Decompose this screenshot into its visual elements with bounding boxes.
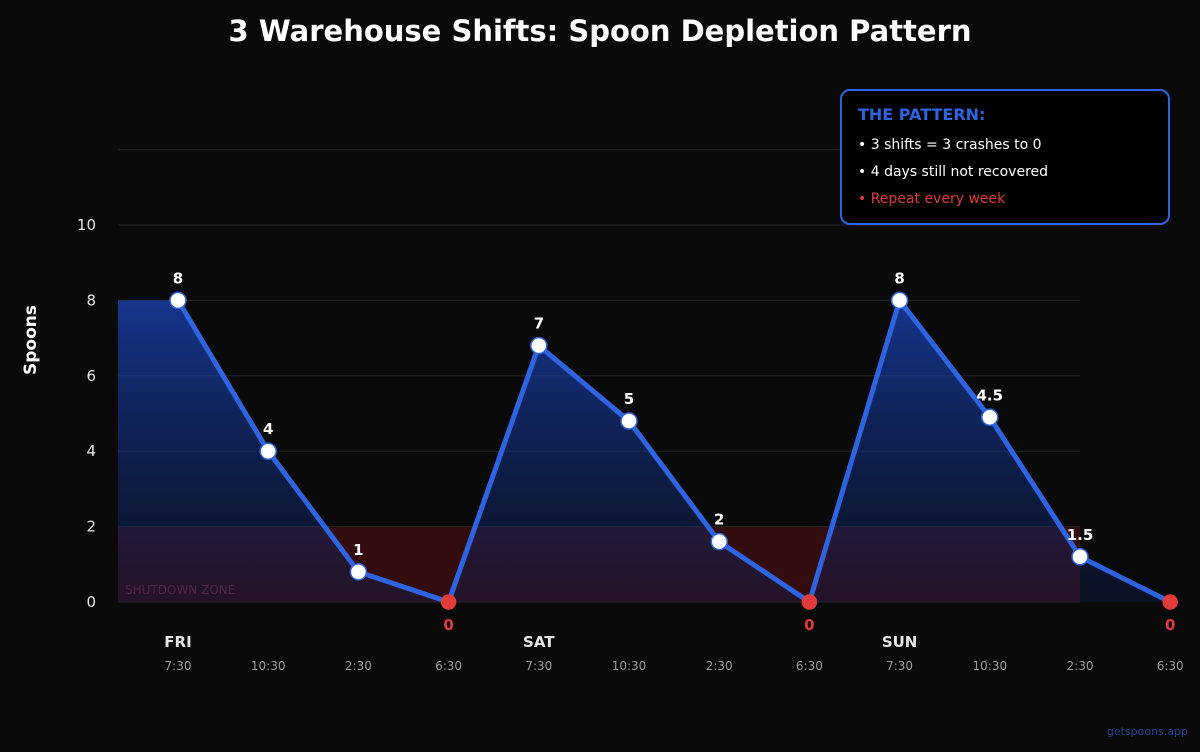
series-area	[118, 300, 1171, 602]
x-tick-label: 10:30	[612, 659, 647, 673]
data-point	[169, 291, 187, 310]
data-point	[710, 532, 728, 551]
data-label: 4	[263, 420, 273, 438]
data-label: 1.5	[1067, 526, 1094, 544]
data-label: 0	[443, 616, 453, 634]
data-point	[1071, 548, 1089, 566]
data-label: 2	[714, 511, 724, 529]
x-tick-label: 2:30	[1067, 659, 1094, 673]
data-label: 8	[894, 269, 904, 287]
data-label: 1	[353, 541, 363, 559]
data-point	[890, 291, 909, 310]
data-label: 5	[624, 390, 634, 408]
x-tick-label: 7:30	[886, 659, 913, 673]
data-label: 0	[1165, 616, 1175, 634]
chart-title: 3 Warehouse Shifts: Spoon Depletion Patt…	[228, 14, 972, 48]
y-tick-label: 2	[86, 518, 96, 536]
y-tick-label: 10	[77, 216, 96, 234]
x-tick-label: 10:30	[973, 659, 1008, 673]
x-tick-label: 6:30	[1157, 659, 1184, 673]
day-label: SAT	[523, 633, 555, 651]
y-tick-label: 0	[86, 593, 96, 611]
x-tick-label: 10:30	[251, 659, 286, 673]
x-tick-label: 6:30	[796, 659, 823, 673]
x-tick-label: 6:30	[435, 659, 462, 673]
data-label: 7	[534, 315, 544, 333]
legend-item: • 4 days still not recovered	[858, 164, 1049, 180]
day-label: SUN	[882, 633, 918, 651]
y-tick-label: 4	[86, 442, 96, 460]
legend-item-warning: • Repeat every week	[858, 191, 1006, 207]
data-point-zero	[440, 594, 457, 610]
data-point	[259, 442, 277, 460]
watermark: getspoons.app	[1106, 725, 1188, 738]
legend-item: • 3 shifts = 3 crashes to 0	[858, 137, 1042, 153]
data-point	[530, 336, 548, 355]
x-tick-label: 7:30	[165, 659, 192, 673]
data-point	[349, 563, 368, 581]
y-tick-label: 6	[86, 367, 96, 385]
series-line	[175, 297, 1173, 605]
data-point	[620, 412, 638, 430]
data-point-zero	[1162, 594, 1178, 610]
x-tick-label: 2:30	[706, 659, 733, 673]
day-label: FRI	[164, 633, 191, 651]
pattern-legend: THE PATTERN: • 3 shifts = 3 crashes to 0…	[840, 89, 1170, 225]
legend-heading: THE PATTERN:	[858, 105, 986, 124]
x-tick-label: 7:30	[525, 659, 552, 673]
y-tick-label: 8	[86, 291, 96, 309]
data-label: 8	[173, 269, 183, 287]
data-label: 4.5	[977, 386, 1004, 404]
data-point	[981, 408, 999, 427]
data-label: 0	[804, 616, 814, 634]
data-point-zero	[801, 594, 818, 610]
x-tick-label: 2:30	[345, 659, 372, 673]
